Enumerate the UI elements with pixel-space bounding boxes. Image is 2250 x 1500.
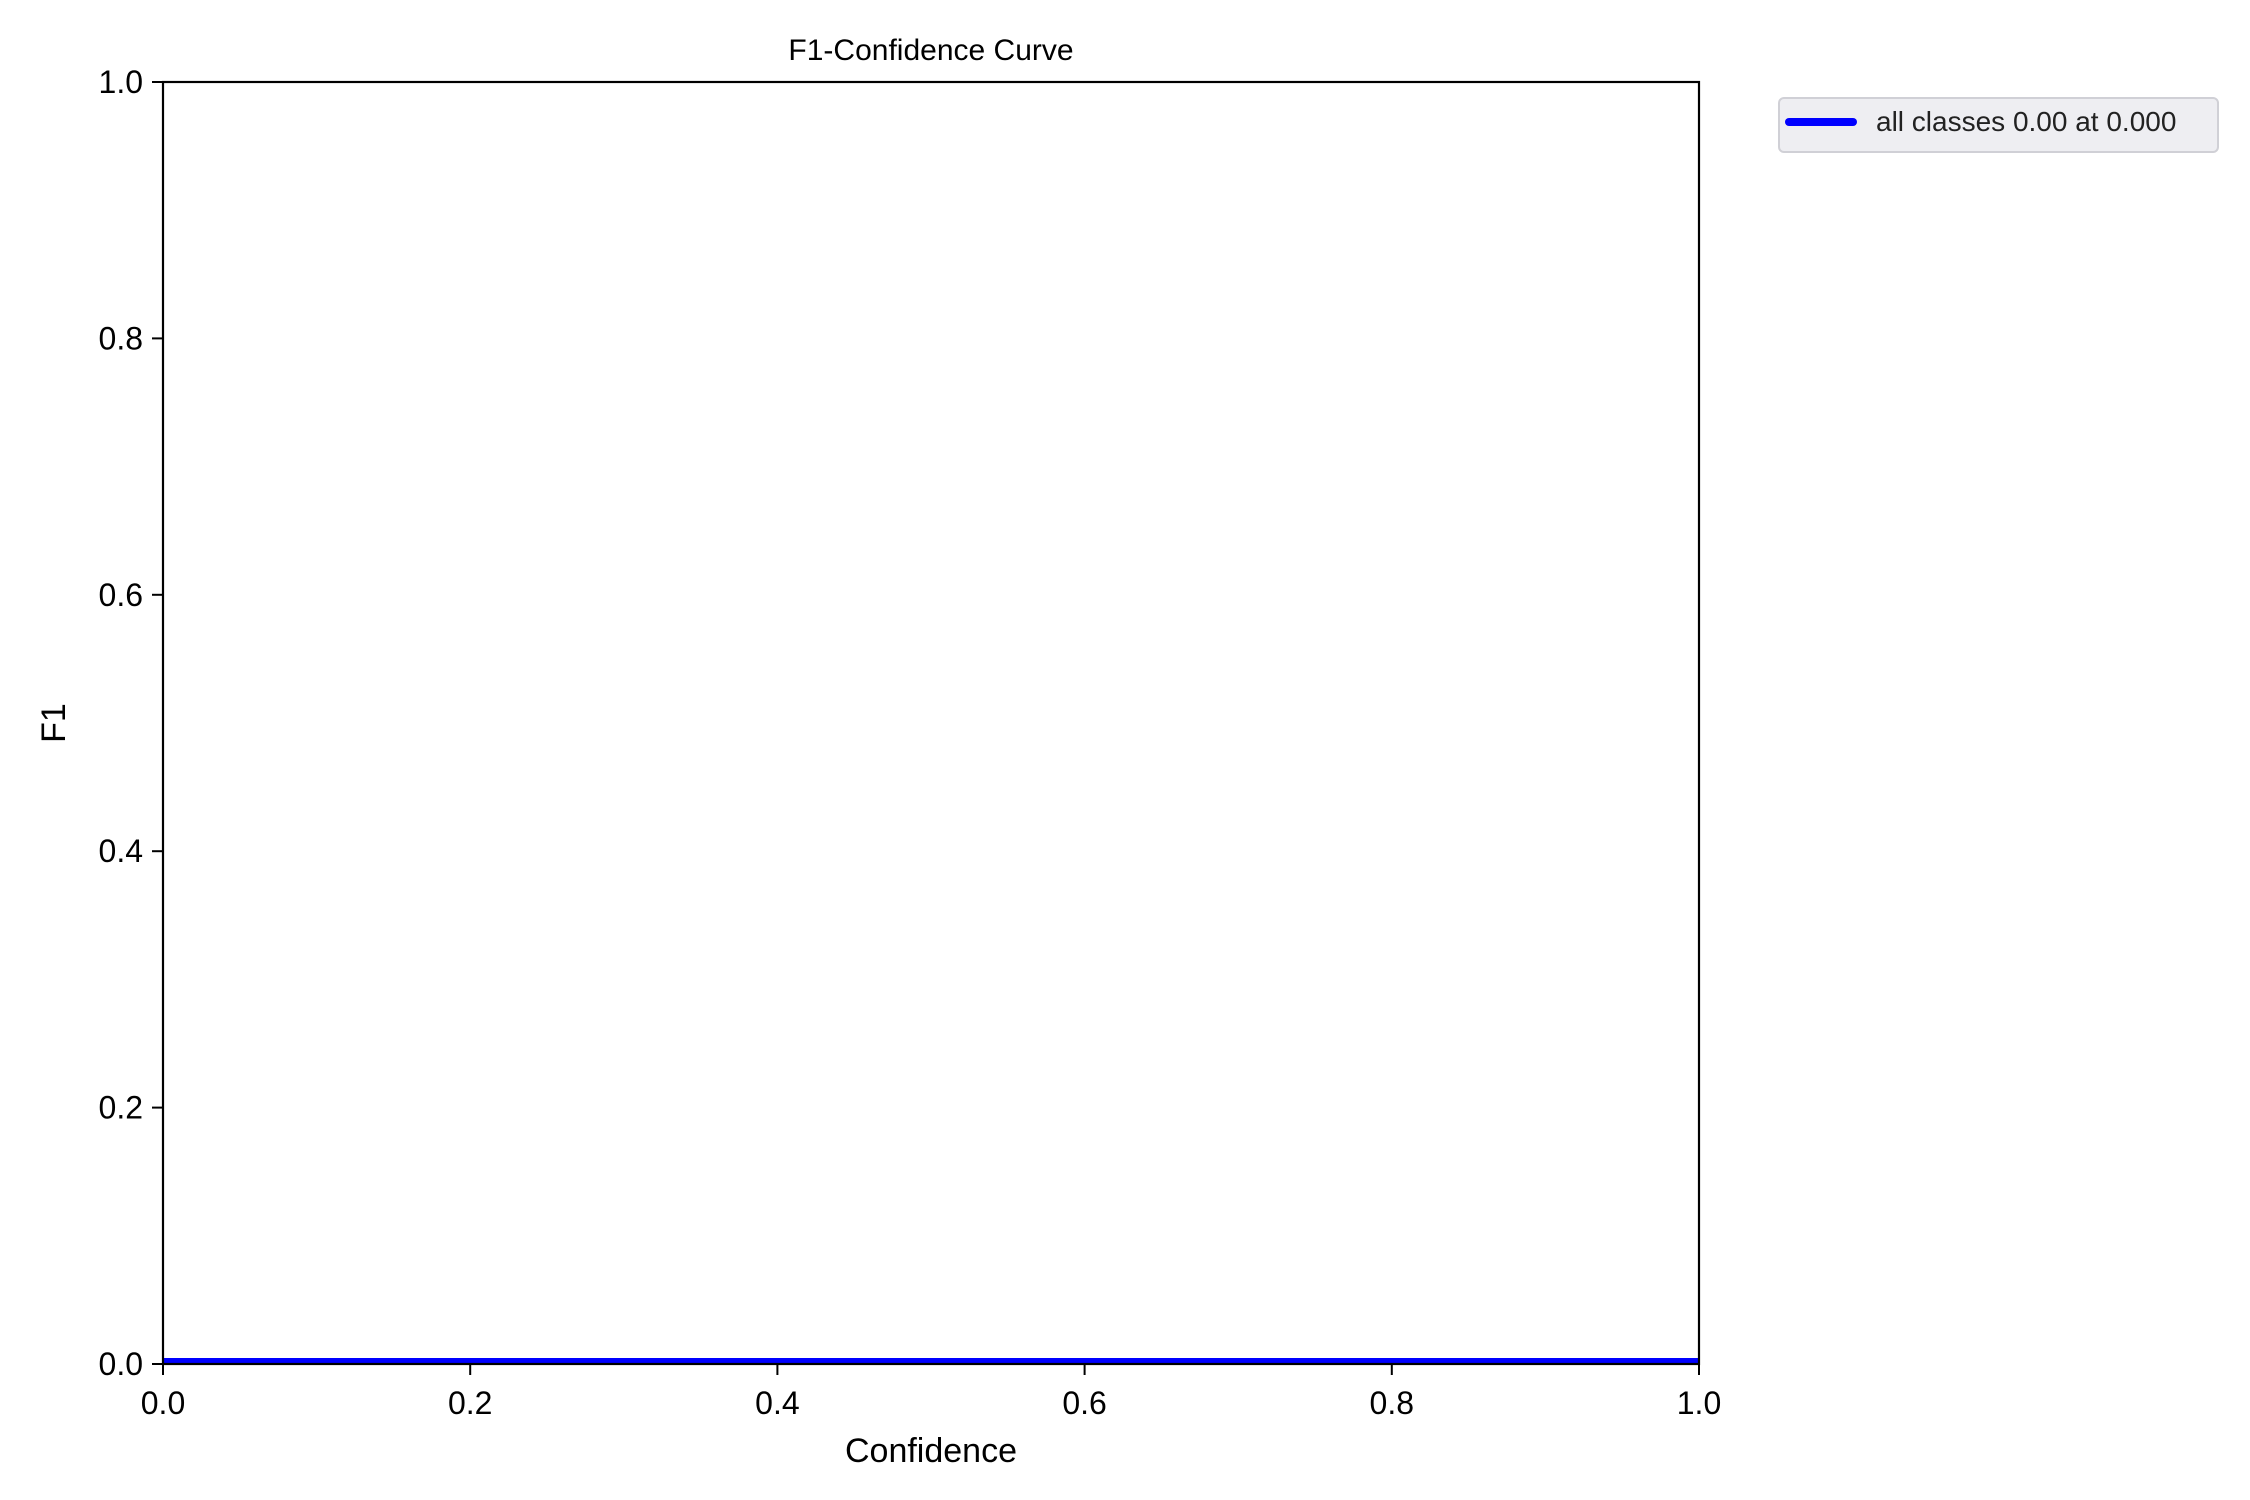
- x-tick-label: 0.6: [1062, 1385, 1106, 1421]
- plot-area: [161, 80, 1701, 1366]
- x-tick-label: 0.0: [141, 1385, 185, 1421]
- y-tick-label: 0.2: [99, 1090, 143, 1126]
- plot-background: [163, 82, 1699, 1364]
- legend-entry-label: all classes 0.00 at 0.000: [1876, 106, 2176, 137]
- y-tick-label: 0.6: [99, 577, 143, 613]
- axes-frame: [161, 80, 1701, 1366]
- legend: all classes 0.00 at 0.000: [1778, 97, 2219, 153]
- y-axis-label: F1: [35, 703, 73, 743]
- x-tick-label: 1.0: [1677, 1385, 1721, 1421]
- x-axis-label: Confidence: [845, 1432, 1017, 1470]
- y-tick-label: 0.0: [99, 1346, 143, 1382]
- x-tick-label: 0.4: [755, 1385, 799, 1421]
- y-tick-label: 1.0: [99, 64, 143, 100]
- x-axis-ticks: 0.0 0.2 0.4 0.6 0.8 1.0: [141, 1364, 1721, 1421]
- x-tick-label: 0.8: [1370, 1385, 1414, 1421]
- y-tick-label: 0.4: [99, 833, 143, 869]
- legend-box: [1778, 97, 2219, 153]
- x-tick-label: 0.2: [448, 1385, 492, 1421]
- chart-title: F1-Confidence Curve: [788, 34, 1073, 67]
- y-tick-label: 0.8: [99, 320, 143, 356]
- y-axis-ticks: 0.0 0.2 0.4 0.6 0.8 1.0: [99, 64, 163, 1382]
